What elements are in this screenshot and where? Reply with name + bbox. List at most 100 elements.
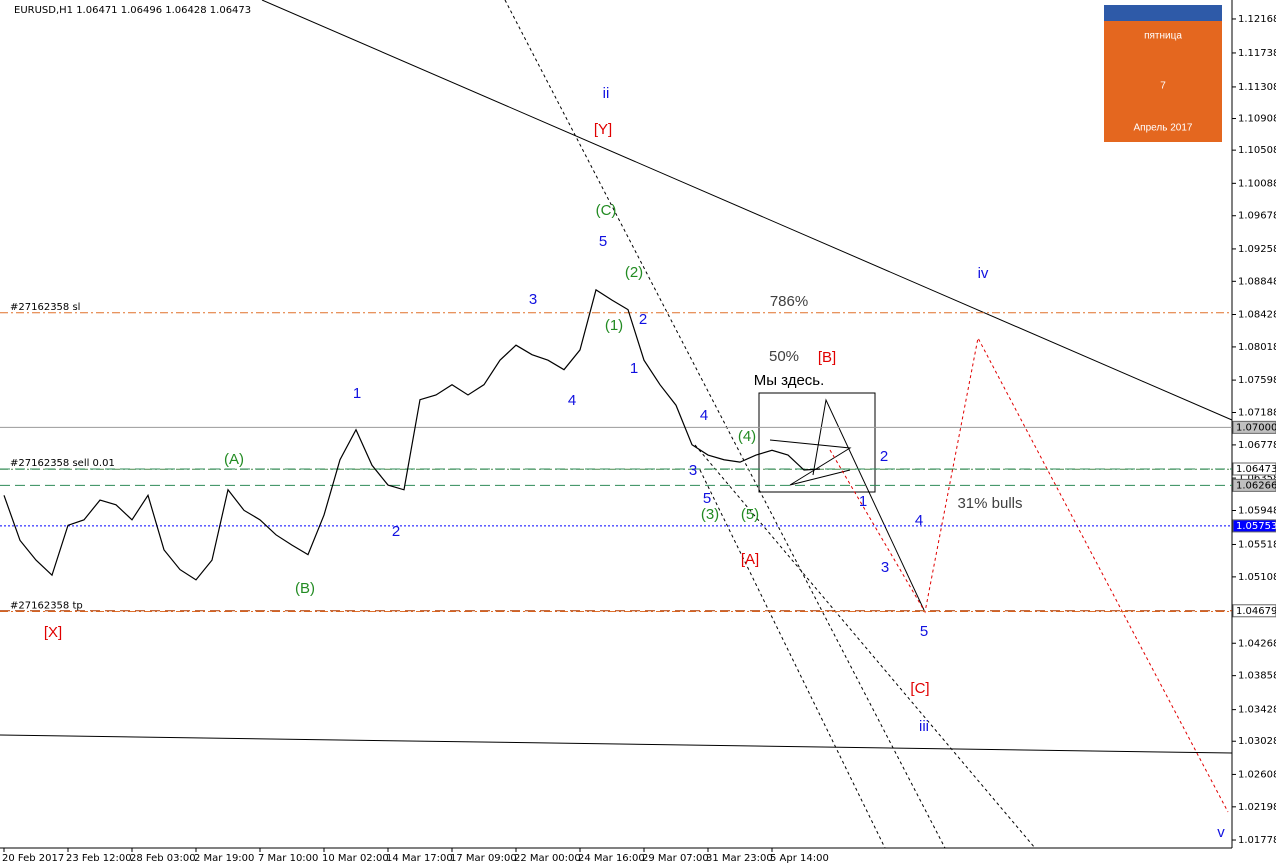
y-tick-label: 1.03858	[1238, 671, 1276, 682]
order-label: #27162358 sell 0.01	[10, 458, 115, 469]
price-tag-label: 1.05753	[1236, 521, 1276, 532]
wave-label: Мы здесь.	[754, 372, 825, 389]
x-tick-label: 24 Mar 16:00	[578, 853, 645, 864]
calendar-weekday: пятница	[1144, 31, 1182, 42]
wave-label: iii	[919, 718, 929, 735]
wave-label: 1	[630, 360, 638, 377]
wave-label: 5	[920, 623, 928, 640]
y-tick-label: 1.10088	[1238, 178, 1276, 189]
price-tag-label: 1.07000	[1236, 422, 1276, 433]
price-tag	[1232, 462, 1276, 476]
y-tick-label: 1.04268	[1238, 638, 1276, 649]
wave-label: [X]	[44, 624, 62, 641]
wave-label: 2	[639, 311, 647, 328]
y-tick-label: 1.08428	[1238, 310, 1276, 321]
wave-label: (B)	[295, 580, 315, 597]
wave-label: ii	[603, 85, 610, 102]
wave-label: 5	[703, 490, 711, 507]
price-tag-label: 1.04679	[1236, 606, 1276, 617]
wave-label: 1	[859, 493, 867, 510]
wave-label: (2)	[625, 264, 643, 281]
calendar-page	[1104, 5, 1222, 142]
wave-label: 3	[881, 559, 889, 576]
y-tick-label: 1.11308	[1238, 82, 1276, 93]
wave-label: 786%	[770, 293, 808, 310]
x-tick-label: 20 Feb 2017	[2, 853, 64, 864]
price-axis	[1232, 0, 1276, 868]
x-tick-label: 28 Feb 03:00	[130, 853, 196, 864]
wave-label: 3	[529, 291, 537, 308]
trend-line	[261, 0, 1233, 421]
price-tag	[1232, 478, 1276, 492]
y-tick-label: 1.10908	[1238, 114, 1276, 125]
projection	[812, 398, 925, 611]
wave-label: 5	[599, 233, 607, 250]
wave-label: [C]	[910, 680, 929, 697]
x-tick-label: 7 Mar 10:00	[258, 853, 318, 864]
x-tick-label: 2 Mar 19:00	[194, 853, 254, 864]
price-tag	[1232, 604, 1276, 618]
wave-label: (1)	[605, 317, 623, 334]
y-tick-label: 1.12168	[1238, 14, 1276, 25]
y-tick-label: 1.02198	[1238, 802, 1276, 813]
y-tick-label: 1.01778	[1238, 835, 1276, 846]
focus-box	[758, 392, 876, 493]
trend-line	[0, 734, 1233, 754]
drawings	[0, 0, 1233, 849]
y-tick-label: 1.03428	[1238, 705, 1276, 716]
wave-label: 1	[353, 385, 361, 402]
channel-line	[699, 469, 886, 849]
y-tick-label: 1.10508	[1238, 145, 1276, 156]
x-tick-label: 23 Feb 12:00	[66, 853, 132, 864]
calendar-rings	[1104, 5, 1222, 21]
price-tag	[1232, 420, 1276, 434]
wave-label: 4	[915, 512, 923, 529]
wave-label: iv	[978, 265, 989, 282]
triangle	[769, 439, 852, 486]
wave-label: (C)	[596, 202, 617, 219]
x-tick-label: 14 Mar 17:00	[386, 853, 453, 864]
calendar: пятница 7 Апрель 2017	[1104, 5, 1222, 142]
y-tick-label: 1.05948	[1238, 505, 1276, 516]
x-tick-label: 29 Mar 07:00	[642, 853, 709, 864]
wave-label: (3)	[701, 506, 719, 523]
y-tick-label: 1.07598	[1238, 375, 1276, 386]
wave-label: 31% bulls	[957, 495, 1022, 512]
price-tag	[1232, 519, 1276, 533]
x-tick-label: 5 Apr 14:00	[770, 853, 829, 864]
wave-label: (4)	[738, 428, 756, 445]
wave-label: v	[1217, 824, 1225, 841]
x-tick-label: 31 Mar 23:00	[706, 853, 773, 864]
wave-label: (5)	[741, 506, 759, 523]
forecast	[829, 336, 1229, 813]
wave-label: 4	[700, 407, 708, 424]
calendar-month: Апрель 2017	[1134, 123, 1193, 134]
y-tick-label: 1.07188	[1238, 408, 1276, 419]
order-label: #27162358 sl	[10, 302, 80, 313]
y-tick-label: 1.05518	[1238, 539, 1276, 550]
order-label: #27162358 tp	[10, 600, 83, 611]
wave-label: 3	[689, 462, 697, 479]
y-tick-label: 1.05108	[1238, 572, 1276, 583]
x-tick-label: 17 Mar 09:00	[450, 853, 517, 864]
y-tick-label: 1.02608	[1238, 769, 1276, 780]
wave-label: 50%	[769, 348, 799, 365]
chart-title: EURUSD,H1 1.06471 1.06496 1.06428 1.0647…	[14, 5, 251, 16]
y-tick-label: 1.06778	[1238, 440, 1276, 451]
y-tick-label: 1.09678	[1238, 211, 1276, 222]
wave-label: [Y]	[594, 121, 612, 138]
price-tag-label: 1.06266	[1236, 480, 1276, 491]
wave-label: 4	[568, 392, 576, 409]
price-tag-label: 1.06473	[1236, 464, 1276, 475]
wave-label: 2	[392, 523, 400, 540]
wave-label: (A)	[224, 451, 244, 468]
channel-line	[694, 444, 1036, 849]
x-tick-label: 10 Mar 02:00	[322, 853, 389, 864]
wave-label: [A]	[741, 551, 759, 568]
y-tick-label: 1.08848	[1238, 276, 1276, 287]
y-tick-label: 1.03028	[1238, 736, 1276, 747]
y-tick-label: 1.11738	[1238, 48, 1276, 59]
y-tick-label: 1.06358	[1238, 473, 1276, 484]
